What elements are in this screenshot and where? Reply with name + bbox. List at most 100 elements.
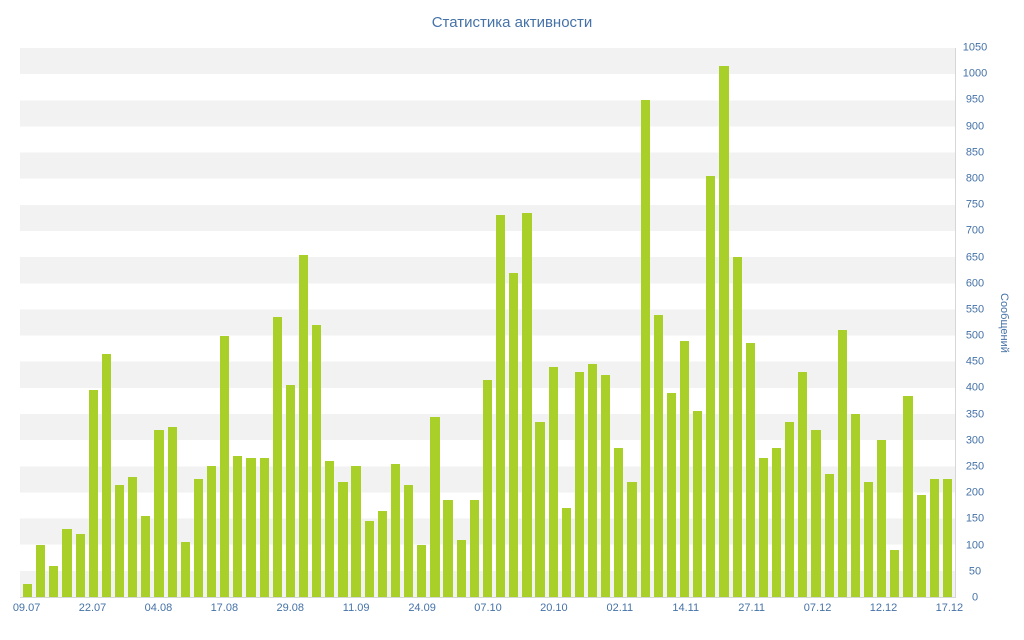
- bar[interactable]: [364, 521, 374, 597]
- bar[interactable]: [863, 481, 874, 597]
- bar[interactable]: [259, 458, 269, 597]
- bar[interactable]: [785, 421, 795, 597]
- bar[interactable]: [377, 510, 387, 597]
- bar[interactable]: [233, 455, 243, 597]
- bar[interactable]: [180, 542, 190, 597]
- bar[interactable]: [154, 429, 164, 597]
- y-tick-label: 700: [965, 224, 985, 237]
- bar[interactable]: [62, 529, 72, 597]
- bar-slot: [691, 48, 704, 597]
- bar[interactable]: [522, 212, 532, 597]
- y-tick-label: 0: [971, 591, 979, 604]
- bar[interactable]: [430, 416, 440, 597]
- bar[interactable]: [601, 374, 611, 597]
- bar[interactable]: [390, 463, 401, 597]
- bar[interactable]: [824, 474, 834, 597]
- bar-slot: [731, 48, 744, 597]
- bar[interactable]: [496, 215, 506, 597]
- bar[interactable]: [588, 364, 598, 597]
- bar[interactable]: [285, 385, 295, 597]
- bar[interactable]: [771, 448, 782, 597]
- bar[interactable]: [22, 583, 33, 597]
- bar[interactable]: [298, 254, 309, 597]
- bar[interactable]: [114, 484, 125, 597]
- bar-slot: [271, 48, 284, 597]
- bar-slot: [547, 48, 560, 597]
- bar[interactable]: [877, 440, 887, 597]
- bar[interactable]: [850, 414, 861, 597]
- bar[interactable]: [535, 421, 545, 597]
- x-tick-label: 29.08: [276, 602, 305, 614]
- bar[interactable]: [456, 539, 466, 597]
- bar[interactable]: [101, 353, 111, 597]
- bar[interactable]: [574, 372, 585, 597]
- bar[interactable]: [903, 395, 913, 597]
- bar[interactable]: [88, 390, 98, 597]
- x-tick-label: 02.11: [606, 602, 634, 614]
- bar[interactable]: [890, 549, 900, 597]
- bar[interactable]: [916, 495, 926, 597]
- bar[interactable]: [351, 466, 361, 597]
- bar[interactable]: [614, 448, 624, 597]
- bar-slot: [809, 48, 822, 597]
- bar[interactable]: [246, 458, 256, 597]
- bar[interactable]: [128, 476, 138, 597]
- bar-slot: [849, 48, 862, 597]
- bar[interactable]: [167, 427, 177, 597]
- bar[interactable]: [482, 380, 493, 597]
- bar-slot: [179, 48, 192, 597]
- bar[interactable]: [75, 534, 85, 597]
- bars: [20, 48, 955, 597]
- bar[interactable]: [693, 411, 703, 597]
- bar[interactable]: [220, 335, 230, 597]
- y-tick-label: 100: [965, 539, 985, 552]
- bar[interactable]: [338, 481, 348, 597]
- bar[interactable]: [837, 330, 847, 597]
- bar[interactable]: [509, 272, 519, 597]
- bar[interactable]: [653, 314, 663, 597]
- bar[interactable]: [942, 479, 952, 597]
- y-tick-label: 600: [965, 277, 985, 290]
- bar[interactable]: [404, 484, 414, 597]
- bar-slot: [21, 48, 34, 597]
- bar[interactable]: [36, 544, 46, 597]
- bar-slot: [126, 48, 139, 597]
- bar[interactable]: [666, 393, 677, 597]
- bar[interactable]: [640, 100, 650, 597]
- bar[interactable]: [745, 343, 755, 597]
- bar[interactable]: [193, 479, 203, 597]
- bar[interactable]: [929, 479, 939, 597]
- bar[interactable]: [325, 461, 335, 597]
- bar-slot: [297, 48, 310, 597]
- bar[interactable]: [443, 500, 453, 597]
- x-tick-label: 14.11: [672, 602, 700, 614]
- bar[interactable]: [417, 544, 427, 597]
- bar[interactable]: [312, 325, 322, 597]
- bar-slot: [888, 48, 901, 597]
- bar[interactable]: [272, 317, 282, 597]
- bar[interactable]: [49, 565, 59, 597]
- bar[interactable]: [798, 372, 808, 597]
- bar-slot: [139, 48, 152, 597]
- bar[interactable]: [206, 466, 217, 597]
- bar[interactable]: [548, 366, 558, 597]
- bar-slot: [744, 48, 757, 597]
- bar-slot: [402, 48, 415, 597]
- bar[interactable]: [627, 481, 637, 597]
- bar[interactable]: [469, 500, 479, 597]
- bar[interactable]: [732, 257, 742, 597]
- bar-slot: [507, 48, 520, 597]
- x-tick-label: 07.12: [803, 602, 832, 614]
- y-tick-label: 400: [965, 381, 985, 394]
- bar[interactable]: [758, 458, 769, 597]
- bar[interactable]: [680, 340, 690, 597]
- bar-slot: [901, 48, 914, 597]
- bar[interactable]: [811, 429, 821, 597]
- bar[interactable]: [561, 508, 571, 597]
- bar-slot: [60, 48, 73, 597]
- bar[interactable]: [706, 176, 716, 597]
- y-tick-label: 750: [965, 198, 985, 211]
- bar[interactable]: [141, 515, 151, 597]
- y-tick-label: 550: [965, 303, 985, 316]
- bar[interactable]: [719, 66, 729, 597]
